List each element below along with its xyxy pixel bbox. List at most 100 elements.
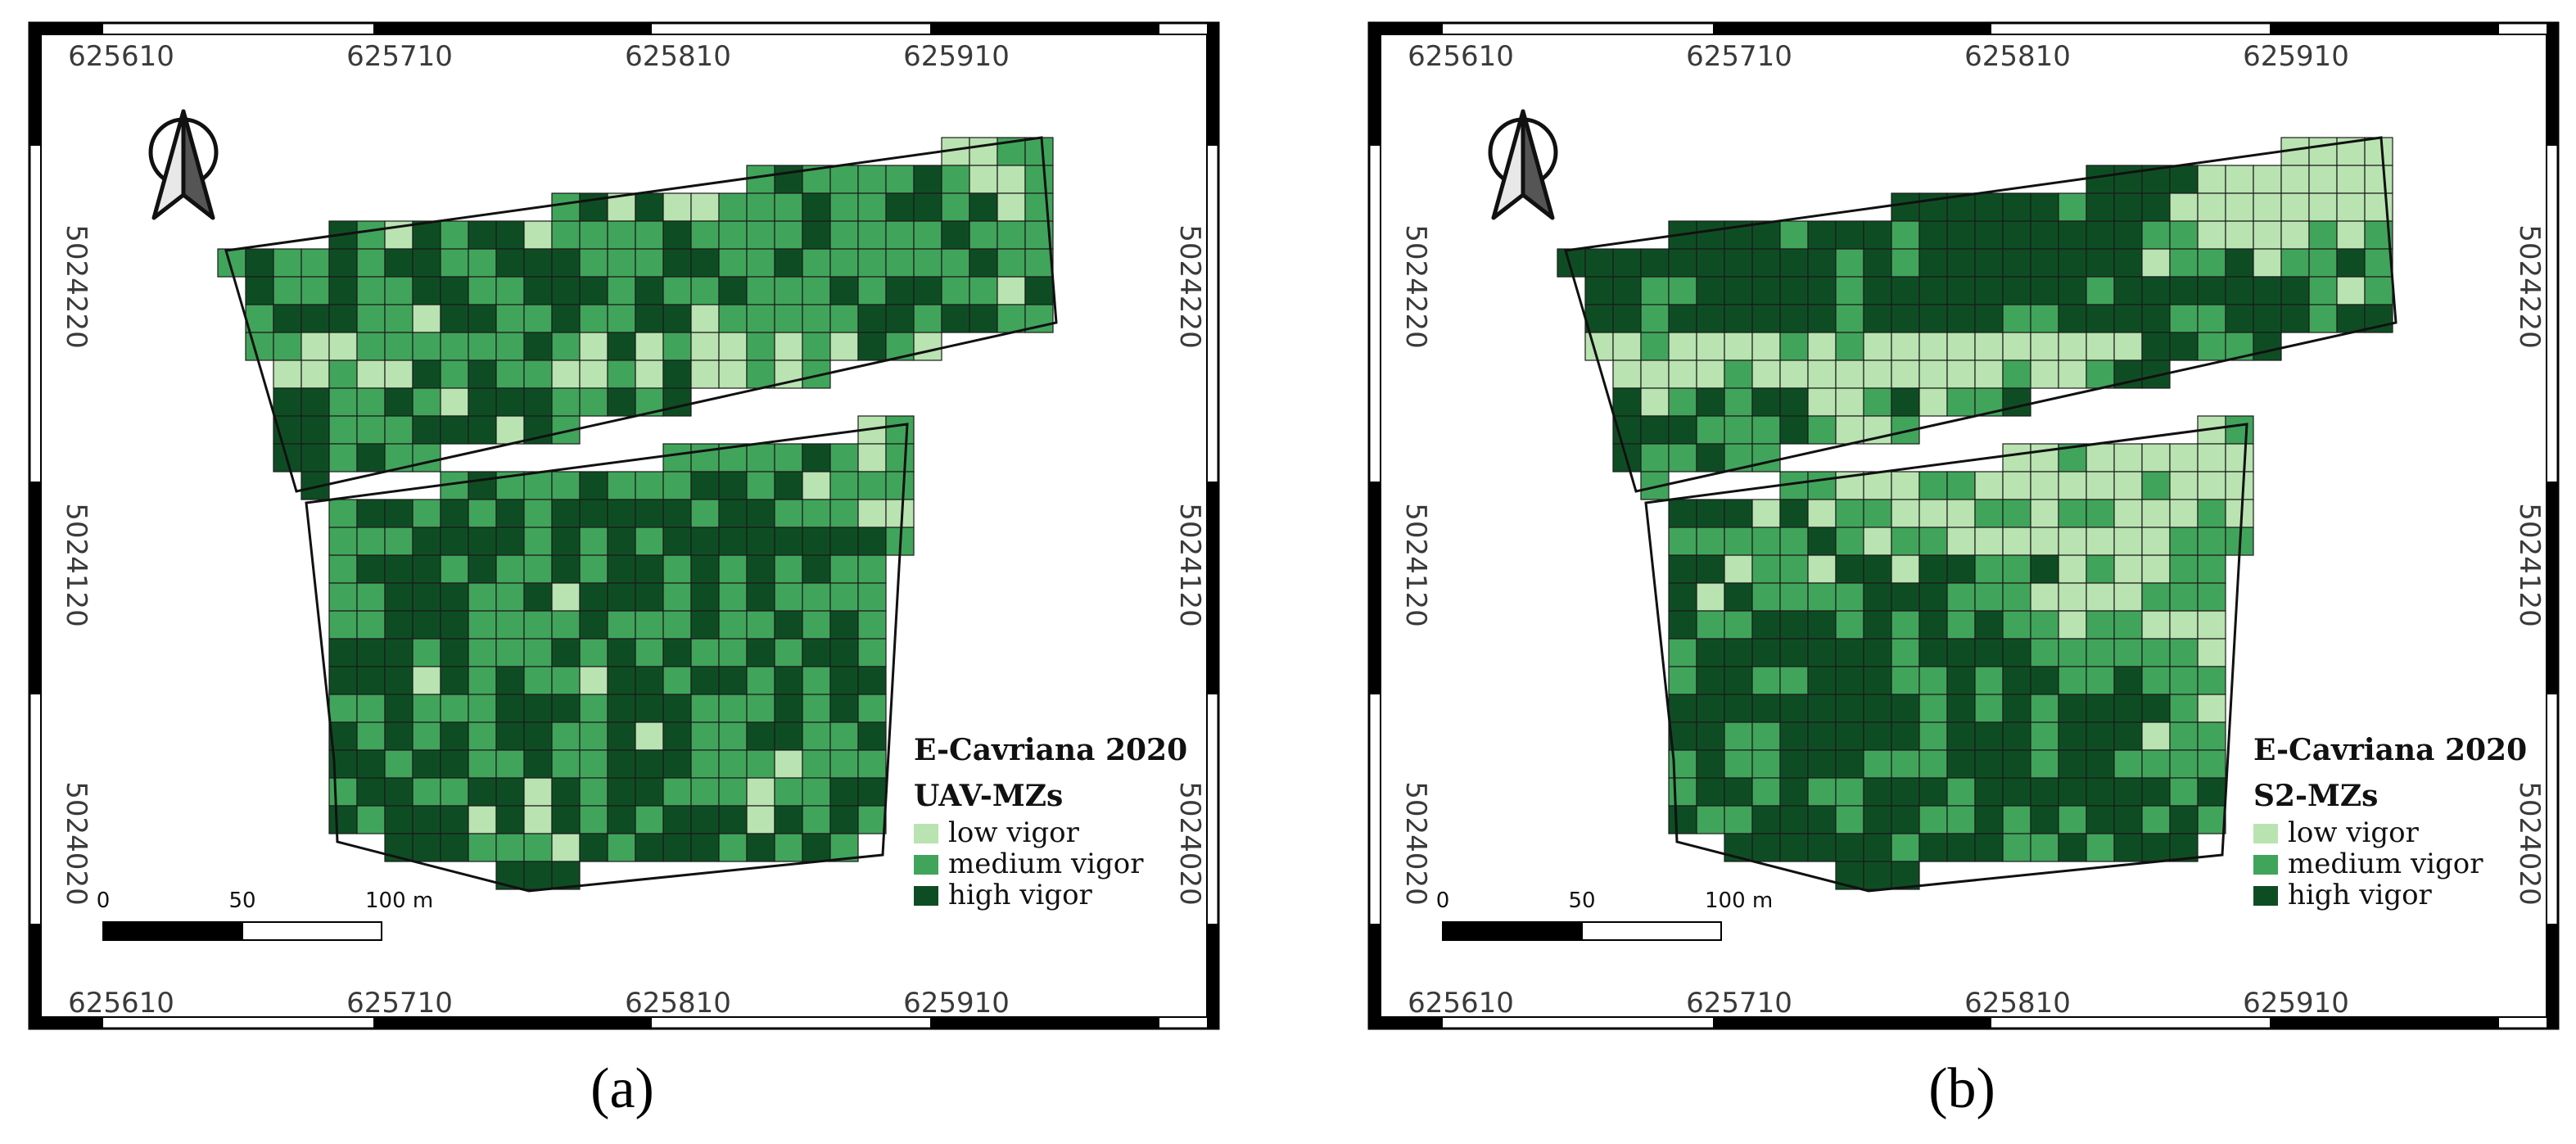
- field-boundary-south: [1644, 423, 2248, 893]
- zone-cell-medium: [495, 276, 525, 305]
- zone-cell-medium: [1946, 777, 1976, 807]
- zone-cell-low: [2197, 220, 2226, 250]
- zone-cell-high: [1918, 833, 1948, 862]
- zone-cell-high: [1946, 749, 1976, 779]
- northing-label-right: 5024220: [1173, 224, 1206, 348]
- easting-label-top: 625810: [1964, 40, 2071, 73]
- zone-cell-medium: [495, 332, 525, 361]
- zone-cell-high: [468, 777, 497, 807]
- zone-cell-high: [2113, 805, 2143, 834]
- zone-cell-medium: [579, 721, 608, 751]
- zone-cell-low: [969, 137, 998, 166]
- zone-cell-high: [1974, 777, 2004, 807]
- zone-cell-medium: [2197, 248, 2226, 278]
- zone-cell-high: [1863, 721, 1892, 751]
- zone-cell-high: [1668, 499, 1697, 528]
- zone-cell-medium: [2169, 582, 2199, 612]
- zone-cell-medium: [1835, 276, 1864, 305]
- zone-cell-high: [607, 499, 636, 528]
- zone-cell-medium: [328, 415, 358, 445]
- zone-cell-medium: [579, 554, 608, 584]
- zone-cell-high: [495, 666, 525, 695]
- zone-cell-high: [551, 638, 581, 667]
- zone-cell-medium: [829, 248, 859, 278]
- zone-cell-low: [1863, 359, 1892, 389]
- zone-cell-high: [440, 833, 469, 862]
- zone-cell-high: [913, 165, 942, 194]
- zone-cell-medium: [802, 666, 831, 695]
- zone-cell-medium: [1946, 805, 1976, 834]
- zone-cell-high: [2141, 304, 2171, 333]
- northing-label-left: 5024220: [1399, 224, 1432, 348]
- zone-cell-medium: [774, 220, 803, 250]
- zone-cell-medium: [1974, 499, 2004, 528]
- zone-cell-high: [1779, 610, 1809, 640]
- zone-cell-low: [2002, 443, 2031, 473]
- zone-cell-medium: [718, 833, 748, 862]
- zone-cell-high: [2002, 666, 2031, 695]
- zone-cell-medium: [2197, 527, 2226, 556]
- zone-cell-medium: [495, 749, 525, 779]
- zone-cell-high: [2002, 638, 2031, 667]
- zone-cell-medium: [829, 304, 859, 333]
- scale-label: 100 m: [1705, 889, 1773, 913]
- zone-cell-low: [1724, 332, 1753, 361]
- zone-cell-medium: [2169, 777, 2199, 807]
- zone-cell-medium: [523, 666, 553, 695]
- zone-cell-high: [1863, 666, 1892, 695]
- zone-cell-high: [551, 777, 581, 807]
- zone-cell-high: [2086, 304, 2115, 333]
- zone-cell-medium: [1668, 387, 1697, 417]
- zone-cell-medium: [774, 443, 803, 473]
- zone-cell-medium: [1640, 443, 1670, 473]
- zone-cell-low: [1668, 359, 1697, 389]
- zone-cell-high: [2113, 833, 2143, 862]
- zone-cell-medium: [913, 304, 942, 333]
- zone-cell-high: [2225, 276, 2254, 305]
- zone-cell-low: [2336, 165, 2366, 194]
- zone-cell-low: [2308, 165, 2338, 194]
- zone-cell-high: [635, 777, 664, 807]
- zone-cell-low: [2058, 471, 2087, 500]
- zone-cell-low: [356, 359, 386, 389]
- zone-cell-medium: [356, 694, 386, 723]
- zone-cell-low: [2225, 192, 2254, 222]
- zone-cell-high: [1724, 638, 1753, 667]
- zone-cell-low: [1779, 359, 1809, 389]
- zone-cell-medium: [412, 638, 441, 667]
- map-frame-a: 625610 625710 625810 625910 625610 625710 6258…: [28, 21, 1220, 1030]
- zone-cell-medium: [412, 443, 441, 473]
- zone-cell-high: [1807, 749, 1837, 779]
- legend-title: E-Cavriana 2020: [2253, 733, 2527, 767]
- zone-cell-low: [2225, 165, 2254, 194]
- zone-cell-low: [2364, 137, 2393, 166]
- zone-cell-high: [1807, 248, 1837, 278]
- zone-cell-medium: [997, 220, 1026, 250]
- zone-cell-high: [1946, 694, 1976, 723]
- zone-cell-low: [1863, 471, 1892, 500]
- zone-cell-low: [1835, 387, 1864, 417]
- zone-cell-medium: [1668, 666, 1697, 695]
- zone-cell-high: [635, 499, 664, 528]
- zone-cell-medium: [2141, 582, 2171, 612]
- zone-cell-high: [1724, 248, 1753, 278]
- zone-cell-high: [746, 582, 775, 612]
- northing-label-right: 5024020: [1173, 781, 1206, 905]
- zone-cell-low: [2197, 443, 2226, 473]
- zone-cell-low: [2197, 471, 2226, 500]
- zone-cell-high: [1779, 833, 1809, 862]
- zone-cell-medium: [2169, 638, 2199, 667]
- zone-cell-low: [857, 499, 887, 528]
- zone-cell-low: [2030, 332, 2059, 361]
- zone-cell-medium: [774, 192, 803, 222]
- zone-cell-high: [1974, 276, 2004, 305]
- zone-cell-high: [2280, 276, 2310, 305]
- zone-cell-high: [1807, 805, 1837, 834]
- zone-cell-high: [1974, 248, 2004, 278]
- zone-cell-low: [2030, 471, 2059, 500]
- northing-label-left: 5024020: [1399, 781, 1432, 905]
- zone-cell-high: [2336, 304, 2366, 333]
- zone-cell-high: [2030, 276, 2059, 305]
- zone-cell-medium: [774, 582, 803, 612]
- zone-cell-low: [2141, 721, 2171, 751]
